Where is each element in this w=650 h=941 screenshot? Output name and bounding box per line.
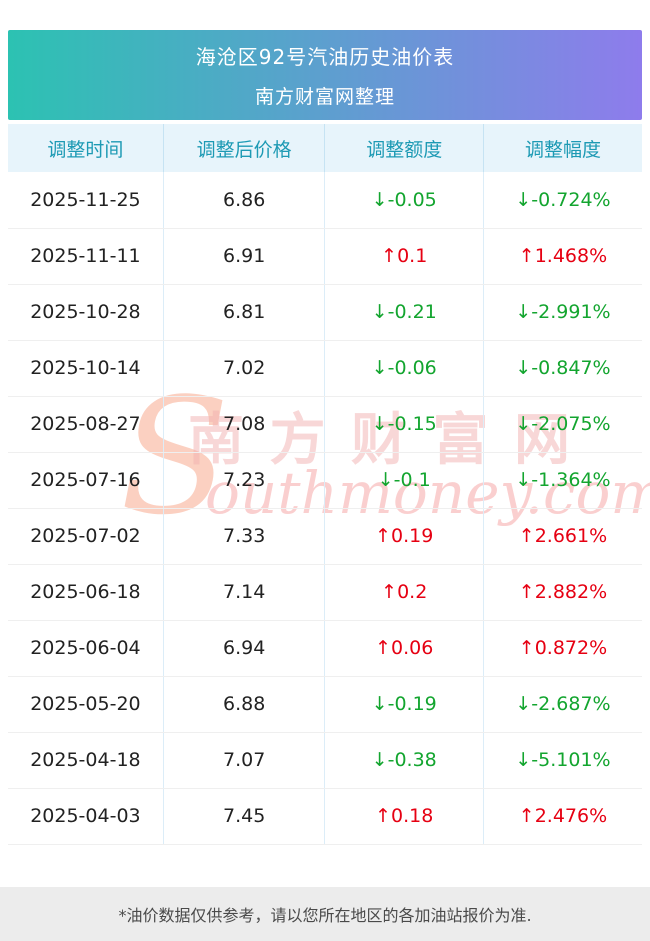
col-header-change-amount: 调整额度 (324, 124, 484, 172)
adjusted-price-cell: 7.08 (162, 396, 325, 453)
table-row: 2025-11-11 6.91 ↑0.1 ↑1.468% (8, 228, 642, 285)
change-amount-cell: ↓-0.21 (324, 284, 484, 341)
col-header-change-percent: 调整幅度 (482, 124, 642, 172)
col-header-adjusted-price: 调整后价格 (162, 124, 325, 172)
change-percent-cell: ↑1.468% (482, 228, 642, 285)
change-amount-cell: ↓-0.05 (324, 172, 484, 229)
adjust-date-cell: 2025-04-03 (8, 788, 164, 845)
table-header-row: 调整时间 调整后价格 调整额度 调整幅度 (8, 124, 642, 172)
change-amount-cell: ↑0.18 (324, 788, 484, 845)
change-amount-cell: ↓-0.38 (324, 732, 484, 789)
adjusted-price-cell: 7.07 (162, 732, 325, 789)
page-title: 海沧区92号汽油历史油价表 (195, 45, 455, 69)
change-percent-cell: ↑0.872% (482, 620, 642, 677)
change-percent-cell: ↑2.476% (482, 788, 642, 845)
adjusted-price-cell: 6.88 (162, 676, 325, 733)
change-percent-cell: ↓-0.847% (482, 340, 642, 397)
table-row: 2025-04-18 7.07 ↓-0.38 ↓-5.101% (8, 732, 642, 789)
page-subtitle: 南方财富网整理 (254, 86, 395, 108)
adjust-date-cell: 2025-05-20 (8, 676, 164, 733)
table-row: 2025-06-18 7.14 ↑0.2 ↑2.882% (8, 564, 642, 621)
change-percent-cell: ↓-2.991% (482, 284, 642, 341)
table-row: 2025-08-27 7.08 ↓-0.15 ↓-2.075% (8, 396, 642, 453)
table-row: 2025-05-20 6.88 ↓-0.19 ↓-2.687% (8, 676, 642, 733)
change-percent-cell: ↓-0.724% (482, 172, 642, 229)
change-amount-cell: ↓-0.19 (324, 676, 484, 733)
adjust-date-cell: 2025-07-16 (8, 452, 164, 509)
title-banner: 海沧区92号汽油历史油价表 南方财富网整理 (8, 30, 642, 120)
adjusted-price-cell: 7.23 (162, 452, 325, 509)
table-row: 2025-06-04 6.94 ↑0.06 ↑0.872% (8, 620, 642, 677)
adjust-date-cell: 2025-11-11 (8, 228, 164, 285)
table-row: 2025-07-02 7.33 ↑0.19 ↑2.661% (8, 508, 642, 565)
price-table-body: 2025-11-25 6.86 ↓-0.05 ↓-0.724% 2025-11-… (8, 172, 642, 845)
change-amount-cell: ↑0.06 (324, 620, 484, 677)
table-row: 2025-10-28 6.81 ↓-0.21 ↓-2.991% (8, 284, 642, 341)
adjust-date-cell: 2025-06-04 (8, 620, 164, 677)
change-percent-cell: ↓-2.075% (482, 396, 642, 453)
adjusted-price-cell: 7.02 (162, 340, 325, 397)
change-percent-cell: ↓-2.687% (482, 676, 642, 733)
adjusted-price-cell: 7.33 (162, 508, 325, 565)
change-amount-cell: ↑0.19 (324, 508, 484, 565)
price-history-table: 调整时间 调整后价格 调整额度 调整幅度 2025-11-25 6.86 ↓-0… (8, 124, 642, 845)
col-header-adjust-time: 调整时间 (8, 124, 164, 172)
change-amount-cell: ↑0.2 (324, 564, 484, 621)
adjusted-price-cell: 6.91 (162, 228, 325, 285)
footer-disclaimer: *油价数据仅供参考，请以您所在地区的各加油站报价为准. (0, 887, 650, 941)
change-percent-cell: ↓-5.101% (482, 732, 642, 789)
change-percent-cell: ↑2.882% (482, 564, 642, 621)
table-row: 2025-04-03 7.45 ↑0.18 ↑2.476% (8, 788, 642, 845)
adjusted-price-cell: 7.14 (162, 564, 325, 621)
change-amount-cell: ↓-0.1 (324, 452, 484, 509)
change-percent-cell: ↓-1.364% (482, 452, 642, 509)
adjust-date-cell: 2025-06-18 (8, 564, 164, 621)
change-amount-cell: ↓-0.15 (324, 396, 484, 453)
adjust-date-cell: 2025-11-25 (8, 172, 164, 229)
table-row: 2025-07-16 7.23 ↓-0.1 ↓-1.364% (8, 452, 642, 509)
change-amount-cell: ↓-0.06 (324, 340, 484, 397)
change-percent-cell: ↑2.661% (482, 508, 642, 565)
adjust-date-cell: 2025-10-28 (8, 284, 164, 341)
table-row: 2025-11-25 6.86 ↓-0.05 ↓-0.724% (8, 172, 642, 229)
adjusted-price-cell: 7.45 (162, 788, 325, 845)
adjust-date-cell: 2025-04-18 (8, 732, 164, 789)
adjust-date-cell: 2025-10-14 (8, 340, 164, 397)
adjusted-price-cell: 6.81 (162, 284, 325, 341)
table-row: 2025-10-14 7.02 ↓-0.06 ↓-0.847% (8, 340, 642, 397)
adjusted-price-cell: 6.86 (162, 172, 325, 229)
adjust-date-cell: 2025-08-27 (8, 396, 164, 453)
adjusted-price-cell: 6.94 (162, 620, 325, 677)
change-amount-cell: ↑0.1 (324, 228, 484, 285)
adjust-date-cell: 2025-07-02 (8, 508, 164, 565)
